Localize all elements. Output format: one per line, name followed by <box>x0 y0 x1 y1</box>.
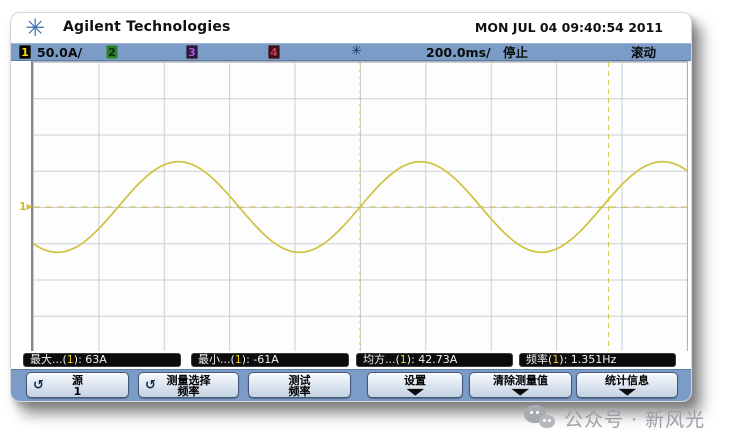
measurement-rms: 均方...(1): 42.73A <box>356 353 513 367</box>
channel-3-badge[interactable]: 3 <box>186 45 198 59</box>
channel-1-scale[interactable]: 50.0A/ <box>37 45 83 60</box>
agilent-spark-logo-icon: ✳ <box>25 14 46 42</box>
measurement-frequency: 频率(1): 1.351Hz <box>519 353 676 367</box>
trigger-position-icon[interactable]: ✳ <box>351 44 362 59</box>
oscilloscope-screenshot: ✳ Agilent Technologies MON JUL 04 09:40:… <box>10 12 692 402</box>
watermark-text: 公众号 · 新风光 <box>564 408 706 431</box>
recall-arrow-icon: ↺ <box>145 378 156 393</box>
softkey-clear-measurements[interactable]: 清除测量值 ▼ <box>469 372 572 398</box>
brand-title: Agilent Technologies <box>63 19 231 35</box>
channel-4-badge[interactable]: 4 <box>268 45 280 59</box>
recall-arrow-icon: ↺ <box>33 378 44 393</box>
watermark: 公众号 · 新风光 <box>524 404 705 432</box>
channel-1-badge[interactable]: 1 <box>19 45 31 59</box>
dropdown-arrow-icon: ▼ <box>406 386 424 397</box>
softkey-settings[interactable]: 设置 ▼ <box>367 372 463 398</box>
timebase-readout[interactable]: 200.0ms/ <box>426 45 491 60</box>
channel-1-trace <box>33 160 687 254</box>
waveform-plot <box>33 62 687 352</box>
title-bar: ✳ Agilent Technologies MON JUL 04 09:40:… <box>11 13 691 43</box>
channel-1-ground-marker[interactable]: 1▶ <box>19 200 33 213</box>
softkey-measure-select[interactable]: ↺ 测量选择 频率 <box>138 372 239 398</box>
measurement-max: 最大...(1): 63A <box>23 353 181 367</box>
waveform-display-area: 1▶ <box>19 61 688 353</box>
measurement-bar: 最大...(1): 63A 最小...(1): -61A 均方...(1): 4… <box>11 351 691 369</box>
measurement-min: 最小...(1): -61A <box>191 353 349 367</box>
acquisition-mode-label[interactable]: 滚动 <box>631 45 657 60</box>
channel-2-badge[interactable]: 2 <box>106 45 118 59</box>
wechat-icon <box>524 404 556 432</box>
datetime-display: MON JUL 04 09:40:54 2011 <box>474 20 663 35</box>
dropdown-arrow-icon: ▼ <box>618 386 636 397</box>
status-bar: 1 50.0A/ 2 3 4 ✳ 200.0ms/ 停止 滚动 <box>11 43 691 61</box>
softkey-test[interactable]: 测试 频率 <box>248 372 351 398</box>
softkey-statistics[interactable]: 统计信息 ▼ <box>576 372 678 398</box>
dropdown-arrow-icon: ▼ <box>511 386 530 397</box>
run-state-label[interactable]: 停止 <box>503 45 529 60</box>
